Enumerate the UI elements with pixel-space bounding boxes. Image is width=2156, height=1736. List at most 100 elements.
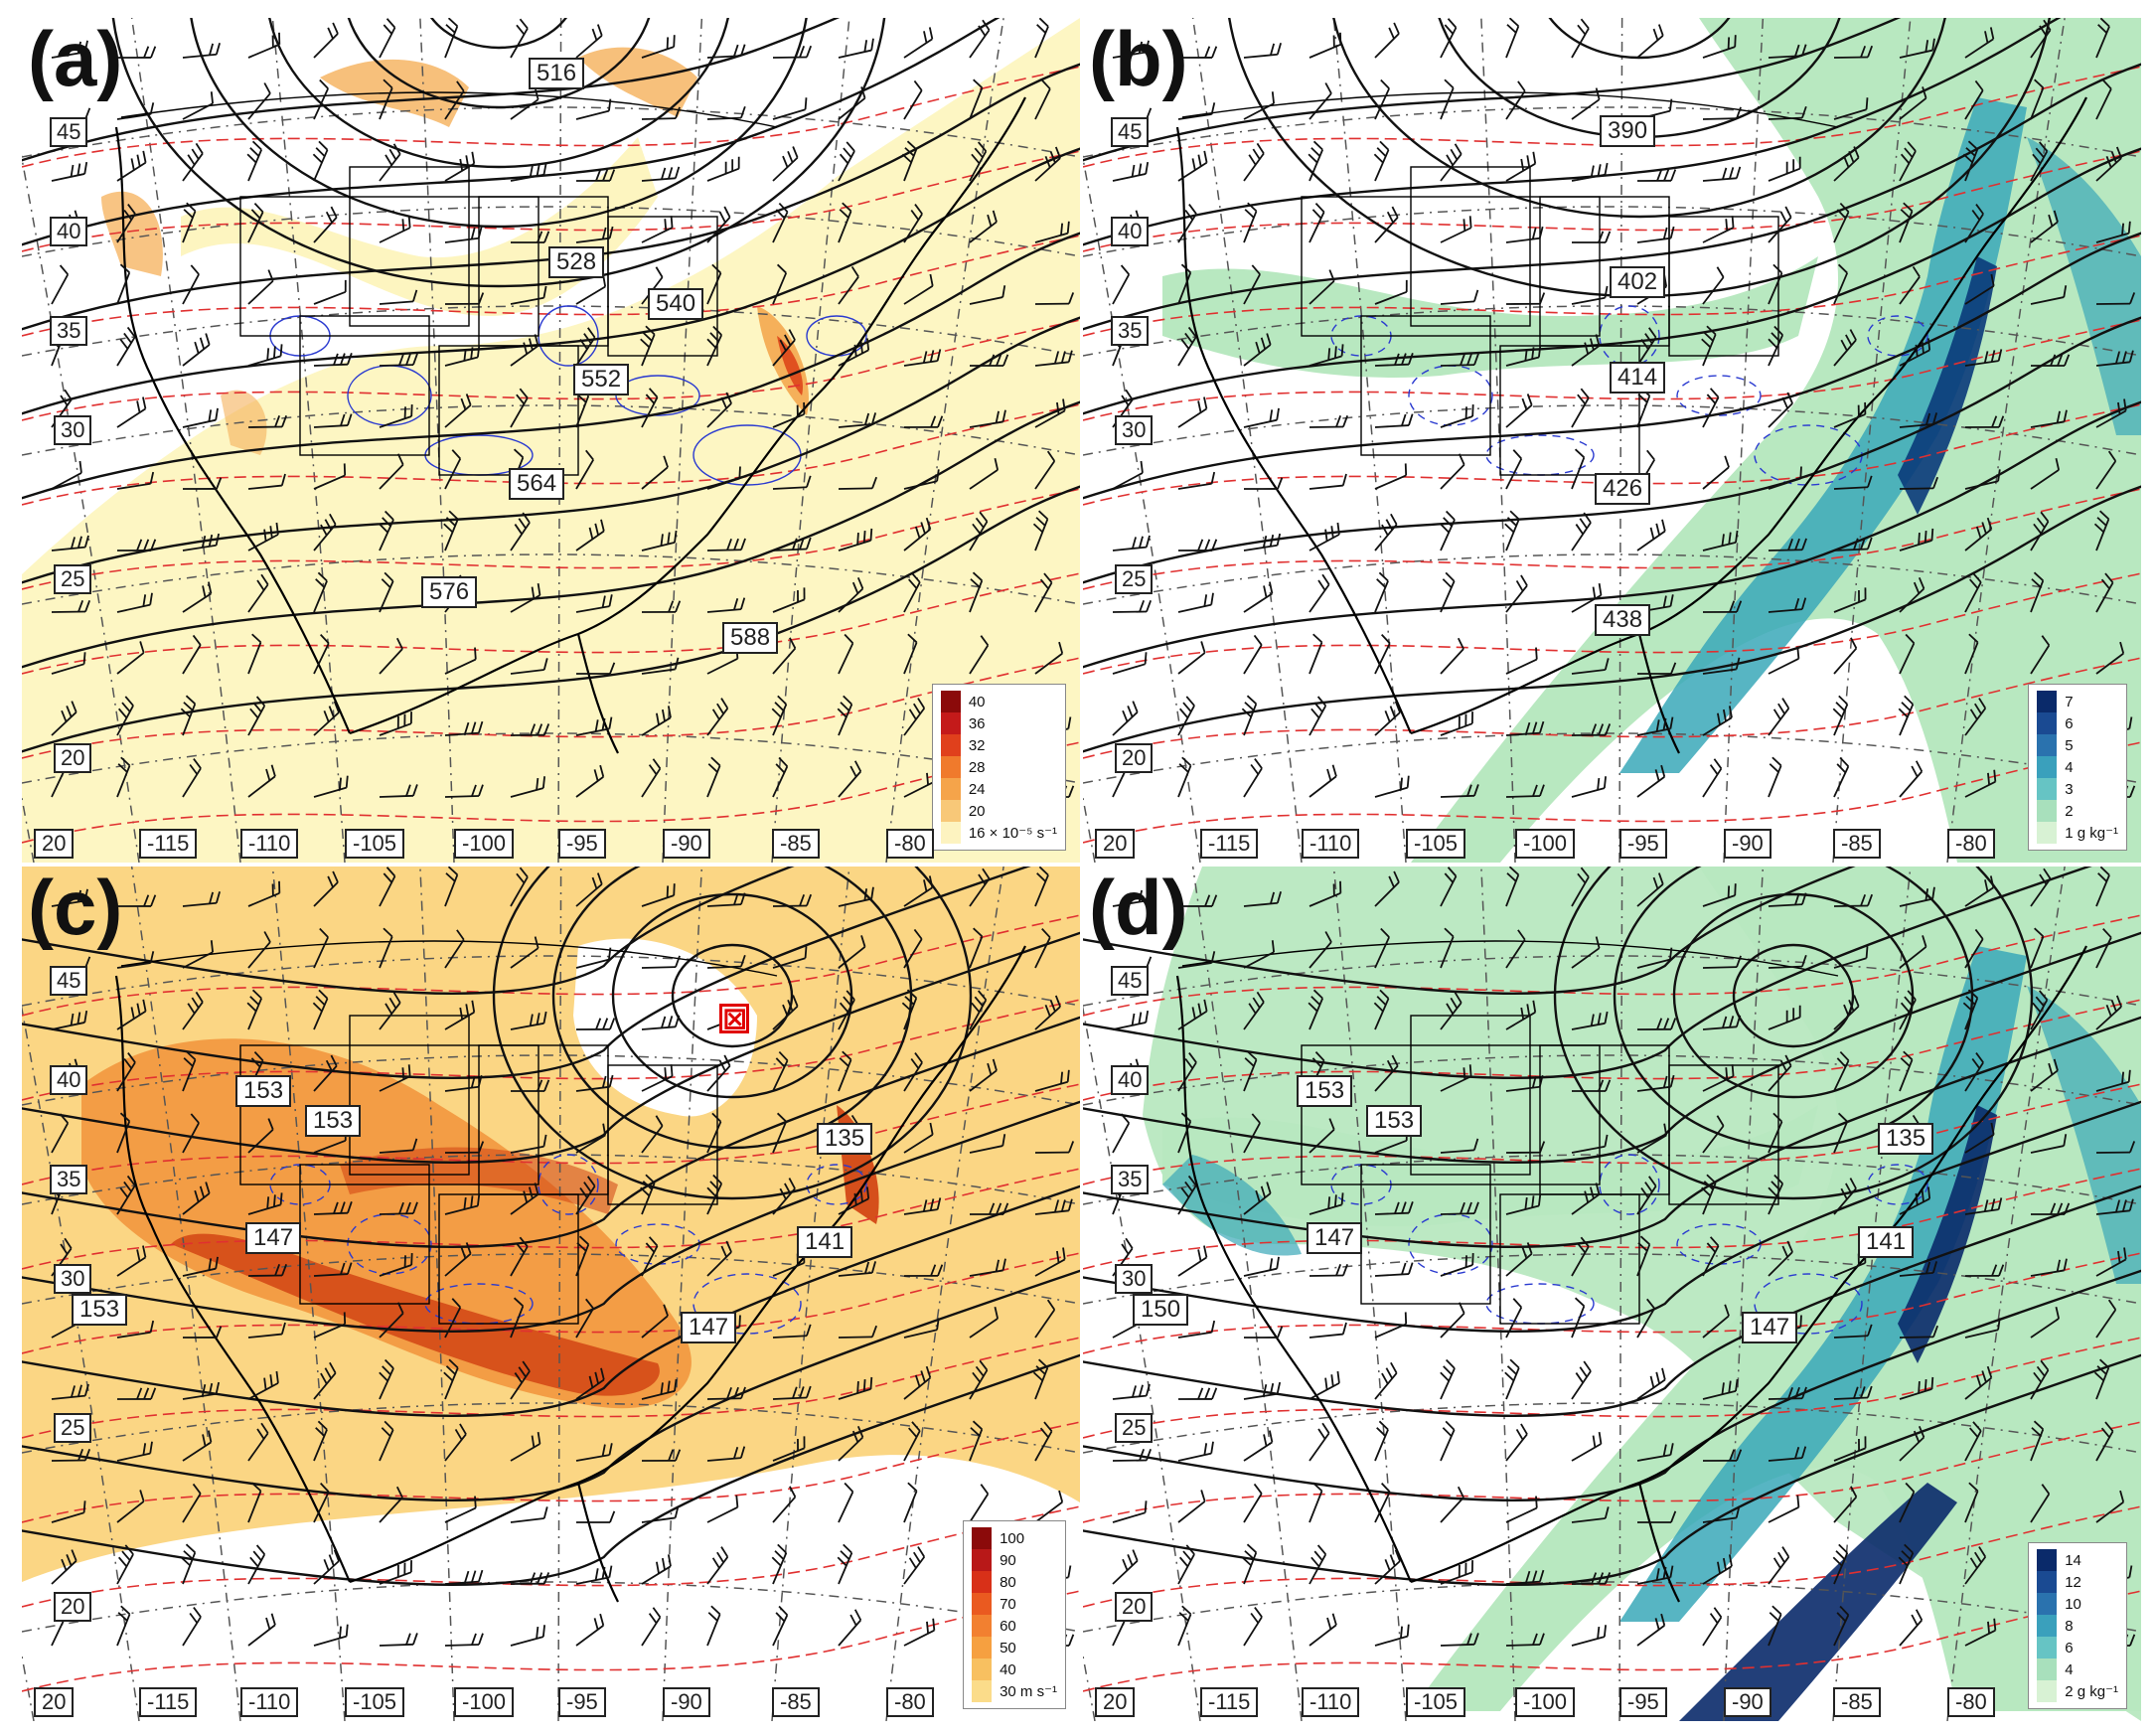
longitude-label: -90 bbox=[1724, 829, 1771, 860]
legend-swatch bbox=[2037, 1637, 2058, 1658]
state-borders bbox=[1181, 91, 1839, 476]
legend-swatch bbox=[940, 756, 961, 778]
legend-entry: 2 bbox=[2037, 800, 2118, 822]
cyclone-center-marker: ⊠ bbox=[719, 1002, 749, 1036]
legend-entry: 70 bbox=[972, 1593, 1057, 1615]
longitude-label: -105 bbox=[345, 829, 405, 860]
cross-box-icon: ⊠ bbox=[722, 1002, 748, 1036]
panel-c-map bbox=[22, 867, 1080, 1721]
longitude-label: -90 bbox=[663, 829, 710, 860]
legend-entry: 6 bbox=[2037, 1637, 2118, 1658]
legend-swatch bbox=[972, 1527, 993, 1549]
panel-d-label: (d) bbox=[1089, 867, 1188, 951]
legend-value: 90 bbox=[1000, 1551, 1016, 1569]
latitude-label: 40 bbox=[1111, 1065, 1150, 1096]
longitude-label: -100 bbox=[454, 1687, 515, 1718]
legend-swatch bbox=[940, 734, 961, 756]
legend-value: 50 bbox=[1000, 1639, 1016, 1657]
legend-swatch bbox=[2037, 822, 2058, 844]
latitude-label: 35 bbox=[1111, 316, 1150, 347]
contour-label: 564 bbox=[509, 468, 565, 500]
latitude-label: 45 bbox=[50, 966, 88, 997]
legend-value: 20 bbox=[968, 802, 986, 820]
height-contours bbox=[1083, 867, 2141, 1586]
shaded-field bbox=[22, 867, 1080, 1721]
longitude-label: -85 bbox=[1833, 829, 1881, 860]
longitude-label: -85 bbox=[1833, 1687, 1881, 1718]
longitude-label: -95 bbox=[1619, 1687, 1667, 1718]
legend-swatch bbox=[972, 1571, 993, 1593]
latitude-label: 25 bbox=[1115, 1413, 1154, 1444]
legend-swatch bbox=[2037, 1615, 2058, 1637]
legend-value: 10 bbox=[2065, 1595, 2081, 1613]
legend-value: 70 bbox=[1000, 1595, 1016, 1613]
legend-swatch bbox=[972, 1680, 993, 1702]
state-borders bbox=[120, 940, 778, 1325]
legend-swatch bbox=[2037, 734, 2058, 756]
legend-entry: 40 bbox=[940, 691, 1057, 712]
longitude-label: -95 bbox=[558, 1687, 606, 1718]
contour-label: 147 bbox=[245, 1222, 302, 1254]
legend-entry: 8 bbox=[2037, 1615, 2118, 1637]
panel-d-map bbox=[1083, 867, 2141, 1721]
longitude-label: -80 bbox=[886, 829, 934, 860]
legend-entry: 7 bbox=[2037, 691, 2118, 712]
legend-entry: 24 bbox=[940, 778, 1057, 800]
legend-entry: 90 bbox=[972, 1549, 1057, 1571]
longitude-label: -110 bbox=[240, 829, 299, 860]
legend-entry: 16 × 10⁻⁵ s⁻¹ bbox=[940, 822, 1057, 844]
legend-entry: 2 g kg⁻¹ bbox=[2037, 1680, 2118, 1702]
contour-label: 588 bbox=[722, 622, 779, 654]
legend-value: 2 bbox=[2065, 802, 2074, 820]
legend-value: 8 bbox=[2065, 1617, 2074, 1635]
contour-label: 141 bbox=[797, 1226, 853, 1258]
legend-value: 40 bbox=[1000, 1660, 1016, 1678]
legend-entry: 4 bbox=[2037, 1658, 2118, 1680]
panel-a-label: (a) bbox=[28, 18, 123, 102]
longitude-label: -115 bbox=[1200, 829, 1259, 860]
legend-value: 4 bbox=[2065, 1660, 2074, 1678]
legend-swatch bbox=[972, 1658, 993, 1680]
contour-label: 516 bbox=[529, 58, 585, 89]
longitude-label: -80 bbox=[1947, 829, 1995, 860]
legend-entry: 10 bbox=[2037, 1593, 2118, 1615]
longitude-label: -110 bbox=[1302, 1687, 1360, 1718]
latitude-label: 45 bbox=[1111, 117, 1150, 148]
legend-entry: 3 bbox=[2037, 778, 2118, 800]
height-contours bbox=[22, 18, 1080, 753]
legend-entry: 4 bbox=[2037, 756, 2118, 778]
longitude-label: -85 bbox=[772, 1687, 820, 1718]
longitude-label: -80 bbox=[886, 1687, 934, 1718]
legend-swatch bbox=[972, 1637, 993, 1658]
shaded-field bbox=[22, 18, 1080, 863]
legend-entry: 28 bbox=[940, 756, 1057, 778]
legend-swatch bbox=[2037, 1680, 2058, 1702]
latitude-label: 35 bbox=[50, 316, 88, 347]
panel-b-label: (b) bbox=[1089, 18, 1188, 102]
legend-swatch bbox=[940, 800, 961, 822]
contour-label: 540 bbox=[648, 288, 704, 320]
coastlines bbox=[1175, 96, 2087, 754]
longitude-label: -115 bbox=[139, 829, 198, 860]
legend-value: 3 bbox=[2065, 780, 2074, 798]
legend-entry: 5 bbox=[2037, 734, 2118, 756]
latitude-label: 25 bbox=[54, 564, 92, 595]
legend-value: 24 bbox=[968, 780, 986, 798]
legend-swatch bbox=[940, 691, 961, 712]
latitude-label: 40 bbox=[50, 1065, 88, 1096]
contour-label: 153 bbox=[305, 1105, 362, 1137]
longitude-label: -110 bbox=[1302, 829, 1360, 860]
legend-entry: 1 g kg⁻¹ bbox=[2037, 822, 2118, 844]
panel-c-label: (c) bbox=[28, 867, 123, 951]
legend-swatch bbox=[2037, 712, 2058, 734]
legend-swatch bbox=[972, 1615, 993, 1637]
temperature-contours bbox=[1083, 66, 2141, 844]
latitude-label: 25 bbox=[54, 1413, 92, 1444]
contour-label: 414 bbox=[1610, 362, 1666, 394]
longitude-label: -90 bbox=[1724, 1687, 1771, 1718]
legend-value: 40 bbox=[968, 693, 986, 710]
panel-d-legend: 14 12 10 8 6 4 2 g kg⁻¹ bbox=[2028, 1542, 2127, 1709]
panel-c: (c) 100 90 80 70 60 50 40 30 m s⁻¹ 153 153 135 147… bbox=[22, 867, 1080, 1721]
legend-value: 100 bbox=[1000, 1529, 1025, 1547]
longitude-label: 20 bbox=[1095, 1687, 1136, 1718]
